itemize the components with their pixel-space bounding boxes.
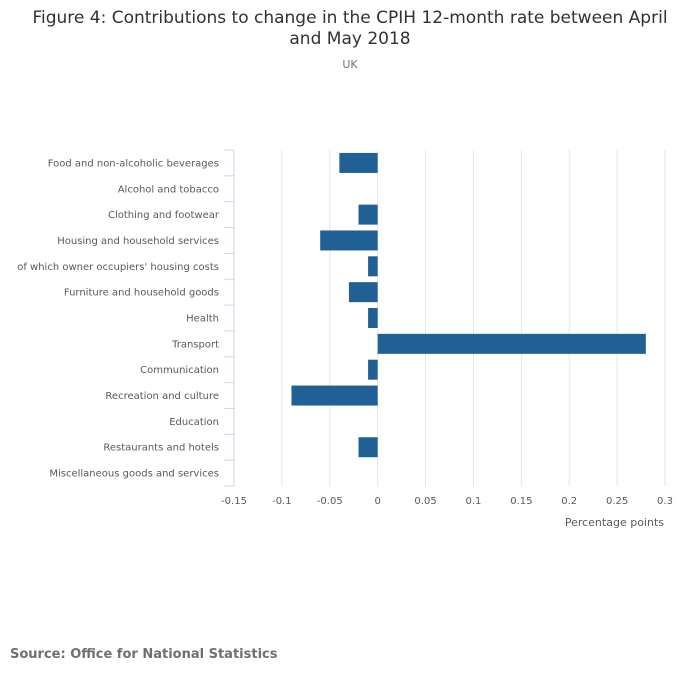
- x-tick-labels: -0.15 -0.1 -0.05 0 0.05 0.1 0.15 0.2 0.25 0.3: [221, 496, 673, 507]
- chart-title-line-1: Figure 4: Contributions to change in the…: [32, 8, 668, 28]
- category-label: Transport: [171, 339, 219, 350]
- source-note: Source: Office for National Statistics: [10, 647, 278, 662]
- bar[interactable]: [348, 282, 378, 303]
- x-tick-label: 0.3: [657, 496, 673, 507]
- bar[interactable]: [368, 256, 378, 277]
- category-label: Health: [186, 314, 219, 325]
- x-tick-label: -0.05: [317, 496, 343, 507]
- chart-title-line-2: and May 2018: [289, 29, 411, 49]
- category-label: Furniture and household goods: [64, 288, 219, 299]
- bar[interactable]: [377, 333, 646, 354]
- bar[interactable]: [320, 230, 378, 251]
- x-tick-label: 0.15: [510, 496, 532, 507]
- category-label: Recreation and culture: [105, 391, 219, 402]
- category-label: Housing and household services: [57, 236, 219, 247]
- chart-title: Figure 4: Contributions to change in the…: [0, 8, 700, 50]
- category-label: Miscellaneous goods and services: [49, 469, 219, 480]
- bar[interactable]: [368, 308, 378, 328]
- x-tick-label: 0.2: [561, 496, 577, 507]
- x-tick-label: 0.25: [606, 496, 628, 507]
- x-axis-title: Percentage points: [565, 516, 664, 529]
- x-tick-label: 0.1: [465, 496, 481, 507]
- x-tick-label: -0.1: [272, 496, 292, 507]
- y-axis: [224, 149, 235, 487]
- category-label: Restaurants and hotels: [103, 443, 219, 454]
- bar[interactable]: [291, 385, 378, 406]
- category-label: Clothing and footwear: [108, 210, 220, 221]
- x-tick-label: -0.15: [221, 496, 247, 507]
- category-label: of which owner occupiers' housing costs: [17, 262, 219, 273]
- category-label: Communication: [140, 365, 219, 376]
- category-label: Food and non-alcoholic beverages: [48, 158, 219, 169]
- x-tick-label: 0.05: [414, 496, 436, 507]
- bar[interactable]: [358, 437, 378, 458]
- bars: [291, 152, 646, 458]
- category-label: Alcohol and tobacco: [118, 184, 219, 195]
- bar[interactable]: [339, 152, 378, 173]
- category-label: Education: [169, 417, 219, 428]
- bar[interactable]: [358, 204, 378, 225]
- category-labels: Food and non-alcoholic beverages Alcohol …: [17, 158, 220, 479]
- bar[interactable]: [368, 359, 378, 380]
- grid-lines: [281, 150, 666, 486]
- chart-subtitle: UK: [342, 58, 358, 71]
- x-tick-label: 0: [374, 496, 380, 507]
